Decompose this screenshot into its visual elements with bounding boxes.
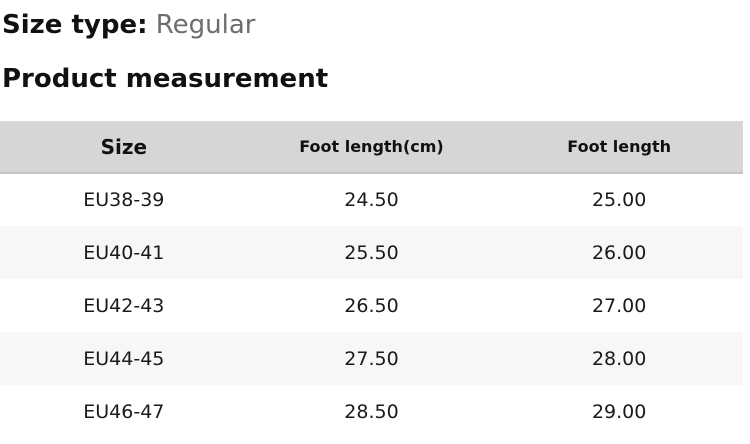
table-row: EU38-39 24.50 25.00 <box>0 173 743 226</box>
column-header-foot-length: Foot length <box>567 137 671 157</box>
cell-foot-length-cm: 27.50 <box>344 347 399 370</box>
cell-foot-length: 27.00 <box>591 294 647 317</box>
size-table: Size Foot length(cm) Foot length EU38-39… <box>0 121 743 438</box>
cell-foot-length-cm: 25.50 <box>344 241 399 264</box>
size-type-heading: Size type: Regular <box>0 10 750 41</box>
cell-size: EU42-43 <box>83 294 165 317</box>
column-header-foot-length-cm: Foot length(cm) <box>299 137 444 157</box>
table-row: EU42-43 26.50 27.00 <box>0 279 743 332</box>
cell-size: EU46-47 <box>83 400 165 423</box>
cell-foot-length: 25.00 <box>591 189 647 212</box>
cell-foot-length: 26.00 <box>591 241 647 264</box>
cell-size: EU44-45 <box>83 347 165 370</box>
product-measurement-title: Product measurement <box>2 64 329 95</box>
cell-foot-length-cm: 24.50 <box>344 189 399 212</box>
table-row: EU46-47 28.50 29.00 <box>0 385 743 438</box>
size-type-value: Regular <box>155 10 256 40</box>
table-row: EU44-45 27.50 28.00 <box>0 332 743 386</box>
cell-foot-length-cm: 28.50 <box>344 400 399 423</box>
column-header-size: Size <box>100 134 148 159</box>
table-row: EU40-41 25.50 26.00 <box>0 226 743 280</box>
size-table-body: EU38-39 24.50 25.00 EU40-41 25.50 26.00 … <box>0 173 743 438</box>
cell-foot-length: 28.00 <box>591 347 647 370</box>
size-type-label: Size type: <box>2 10 148 40</box>
cell-foot-length: 29.00 <box>591 400 647 423</box>
size-table-header: Size Foot length(cm) Foot length <box>0 121 743 174</box>
cell-size: EU40-41 <box>83 241 165 264</box>
cell-foot-length-cm: 26.50 <box>344 294 399 317</box>
cell-size: EU38-39 <box>83 189 165 212</box>
header-row: Size Foot length(cm) Foot length <box>0 121 743 174</box>
